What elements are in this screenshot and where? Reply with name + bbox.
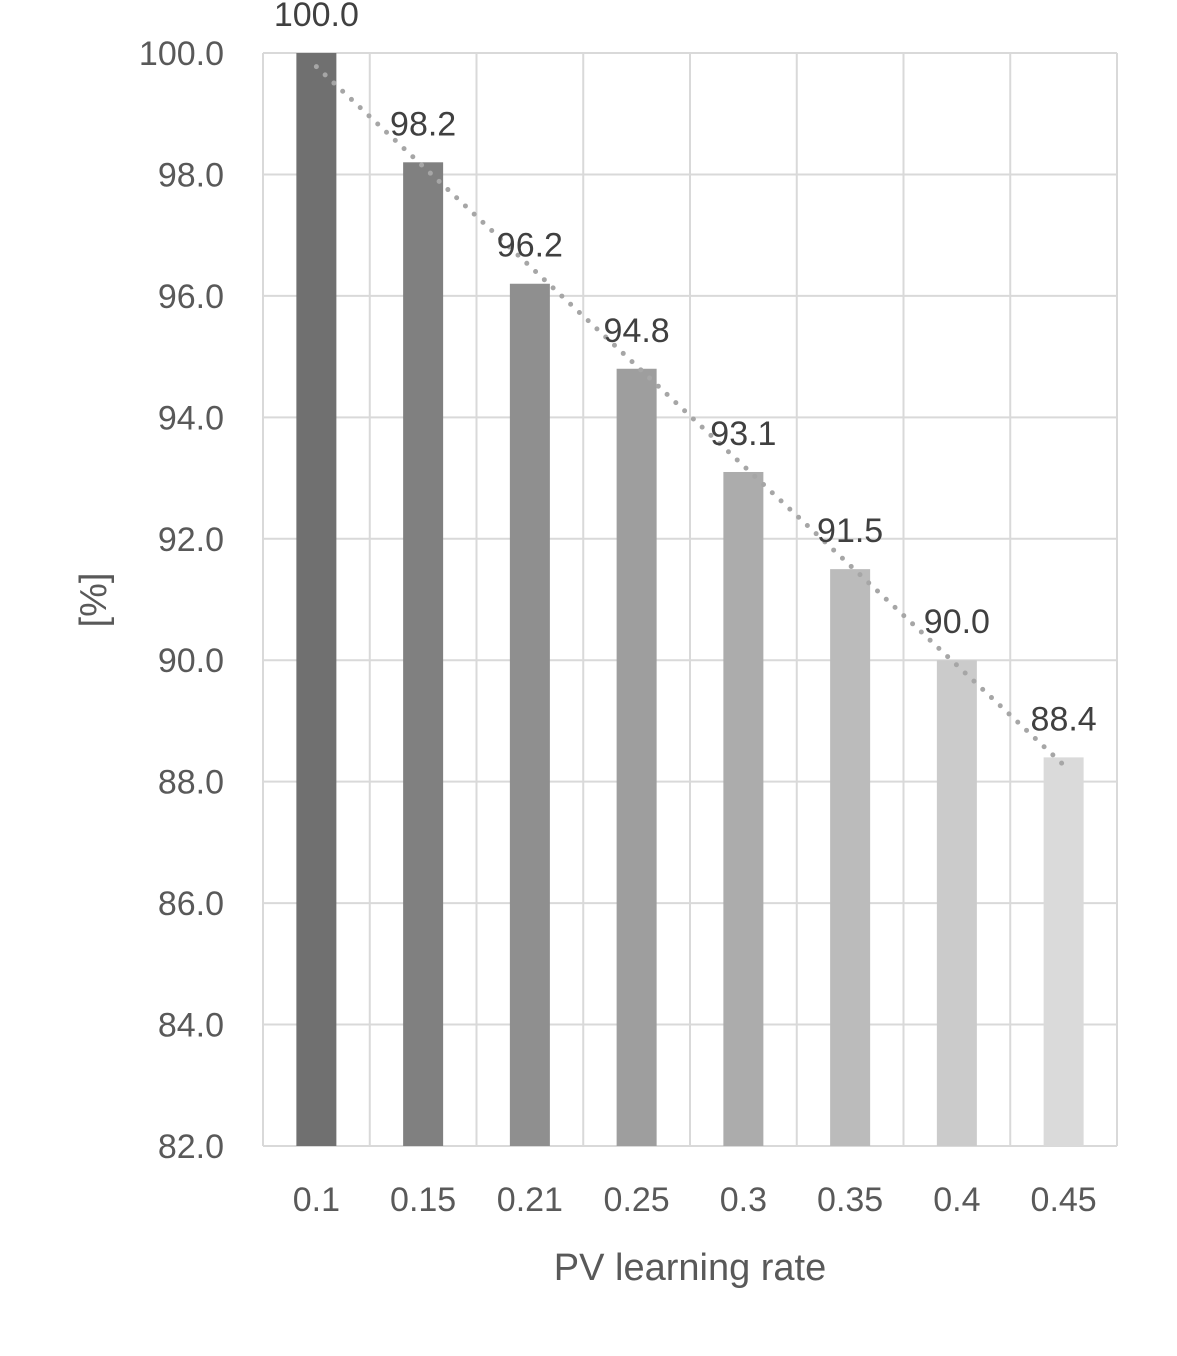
bar-0.4 (936, 660, 977, 1146)
x-tick-label: 0.45 (1031, 1181, 1097, 1219)
x-axis-tick-labels: 0.1 0.15 0.21 0.25 0.3 0.35 0.4 0.45 (293, 1181, 1097, 1219)
x-tick-label: 0.3 (720, 1181, 767, 1219)
bar-0.25 (616, 368, 657, 1146)
y-tick-label: 88.0 (158, 764, 224, 802)
y-tick-label: 84.0 (158, 1007, 224, 1045)
y-tick-label: 86.0 (158, 885, 224, 923)
y-tick-label: 100.0 (139, 35, 224, 73)
y-tick-label: 98.0 (158, 156, 224, 194)
data-label: 93.1 (710, 415, 776, 453)
bars-group (296, 53, 1084, 1147)
x-tick-label: 0.35 (817, 1181, 883, 1219)
data-label: 88.4 (1031, 700, 1097, 738)
y-tick-label: 82.0 (158, 1128, 224, 1166)
bar-0.1 (296, 53, 337, 1146)
bar-0.35 (830, 569, 871, 1146)
y-tick-label: 96.0 (158, 278, 224, 316)
trendline-group (313, 64, 1067, 768)
x-tick-label: 0.1 (293, 1181, 340, 1219)
x-axis-title: PV learning rate (554, 1247, 827, 1289)
data-label: 94.8 (604, 312, 670, 350)
data-label: 98.2 (390, 105, 456, 143)
data-label: 90.0 (924, 603, 990, 641)
data-label: 91.5 (817, 512, 883, 550)
bar-0.15 (403, 162, 444, 1147)
y-tick-label: 92.0 (158, 521, 224, 559)
y-tick-label: 94.0 (158, 399, 224, 437)
data-label: 96.2 (497, 227, 563, 265)
y-axis-tick-labels: 82.0 84.0 86.0 88.0 90.0 92.0 94.0 96.0 98.0 100.… (139, 35, 224, 1166)
data-label: 100.0 (274, 0, 359, 34)
x-tick-label: 0.4 (933, 1181, 980, 1219)
y-tick-label: 90.0 (158, 642, 224, 680)
x-tick-label: 0.21 (497, 1181, 563, 1219)
bar-0.21 (509, 283, 550, 1146)
data-labels: 100.0 98.2 96.2 94.8 93.1 91.5 90.0 88.4 (274, 0, 1097, 738)
trendline (313, 64, 1067, 768)
x-tick-label: 0.15 (390, 1181, 456, 1219)
bar-0.3 (723, 471, 764, 1146)
gridlines (262, 52, 1118, 1147)
x-tick-label: 0.25 (604, 1181, 670, 1219)
bar-0.45 (1043, 757, 1084, 1146)
y-axis-title: [%] (73, 573, 115, 628)
